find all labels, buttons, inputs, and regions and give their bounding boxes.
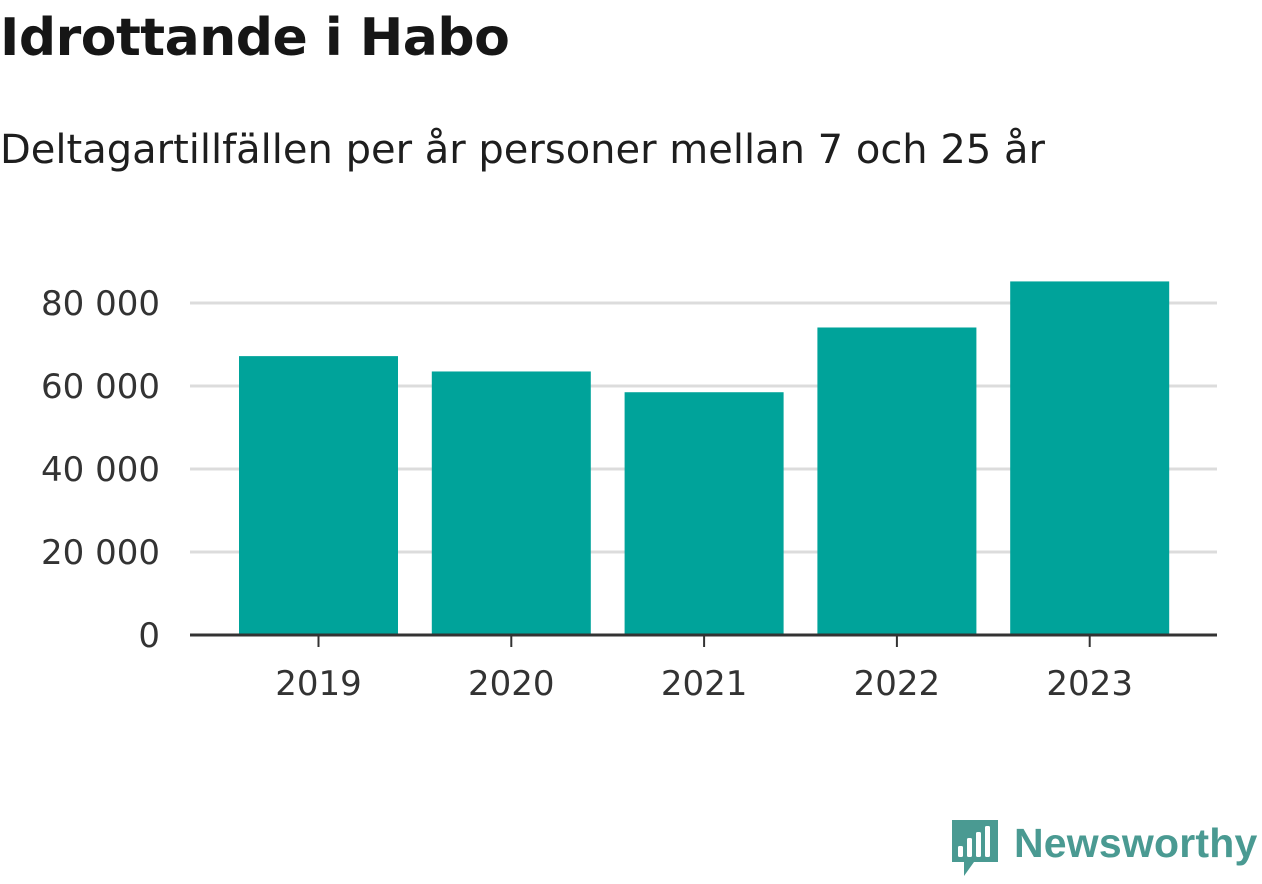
x-tick-label: 2020	[468, 664, 555, 704]
x-tick-label: 2021	[661, 664, 748, 704]
bar-2021	[624, 392, 784, 635]
brand-name: Newsworthy	[1014, 820, 1258, 866]
bars	[239, 281, 1170, 635]
y-tick-label: 40 000	[41, 450, 160, 490]
bar-chart-speech-bubble-icon	[950, 818, 1000, 884]
bar-2019	[239, 356, 398, 635]
brand-logo[interactable]: Newsworthy	[950, 818, 1258, 880]
chart-subtitle: Deltagartillfällen per år personer mella…	[0, 127, 1045, 173]
bar-2023	[1010, 281, 1170, 635]
page-title: Idrottande i Habo	[0, 8, 510, 68]
x-tick-label: 2022	[854, 664, 941, 704]
y-tick-label: 80 000	[41, 284, 160, 324]
y-tick-label: 0	[138, 616, 160, 656]
axes	[190, 633, 1217, 647]
y-tick-label: 20 000	[41, 533, 160, 573]
tick-labels: 0 20 000 40 000 60 000 80 000 2019 2020 2021 202…	[41, 284, 1133, 704]
x-tick-label: 2019	[275, 664, 362, 704]
bar-2020	[431, 371, 591, 635]
bar-2022	[817, 327, 977, 635]
y-tick-label: 60 000	[41, 367, 160, 407]
x-tick-label: 2023	[1046, 664, 1133, 704]
